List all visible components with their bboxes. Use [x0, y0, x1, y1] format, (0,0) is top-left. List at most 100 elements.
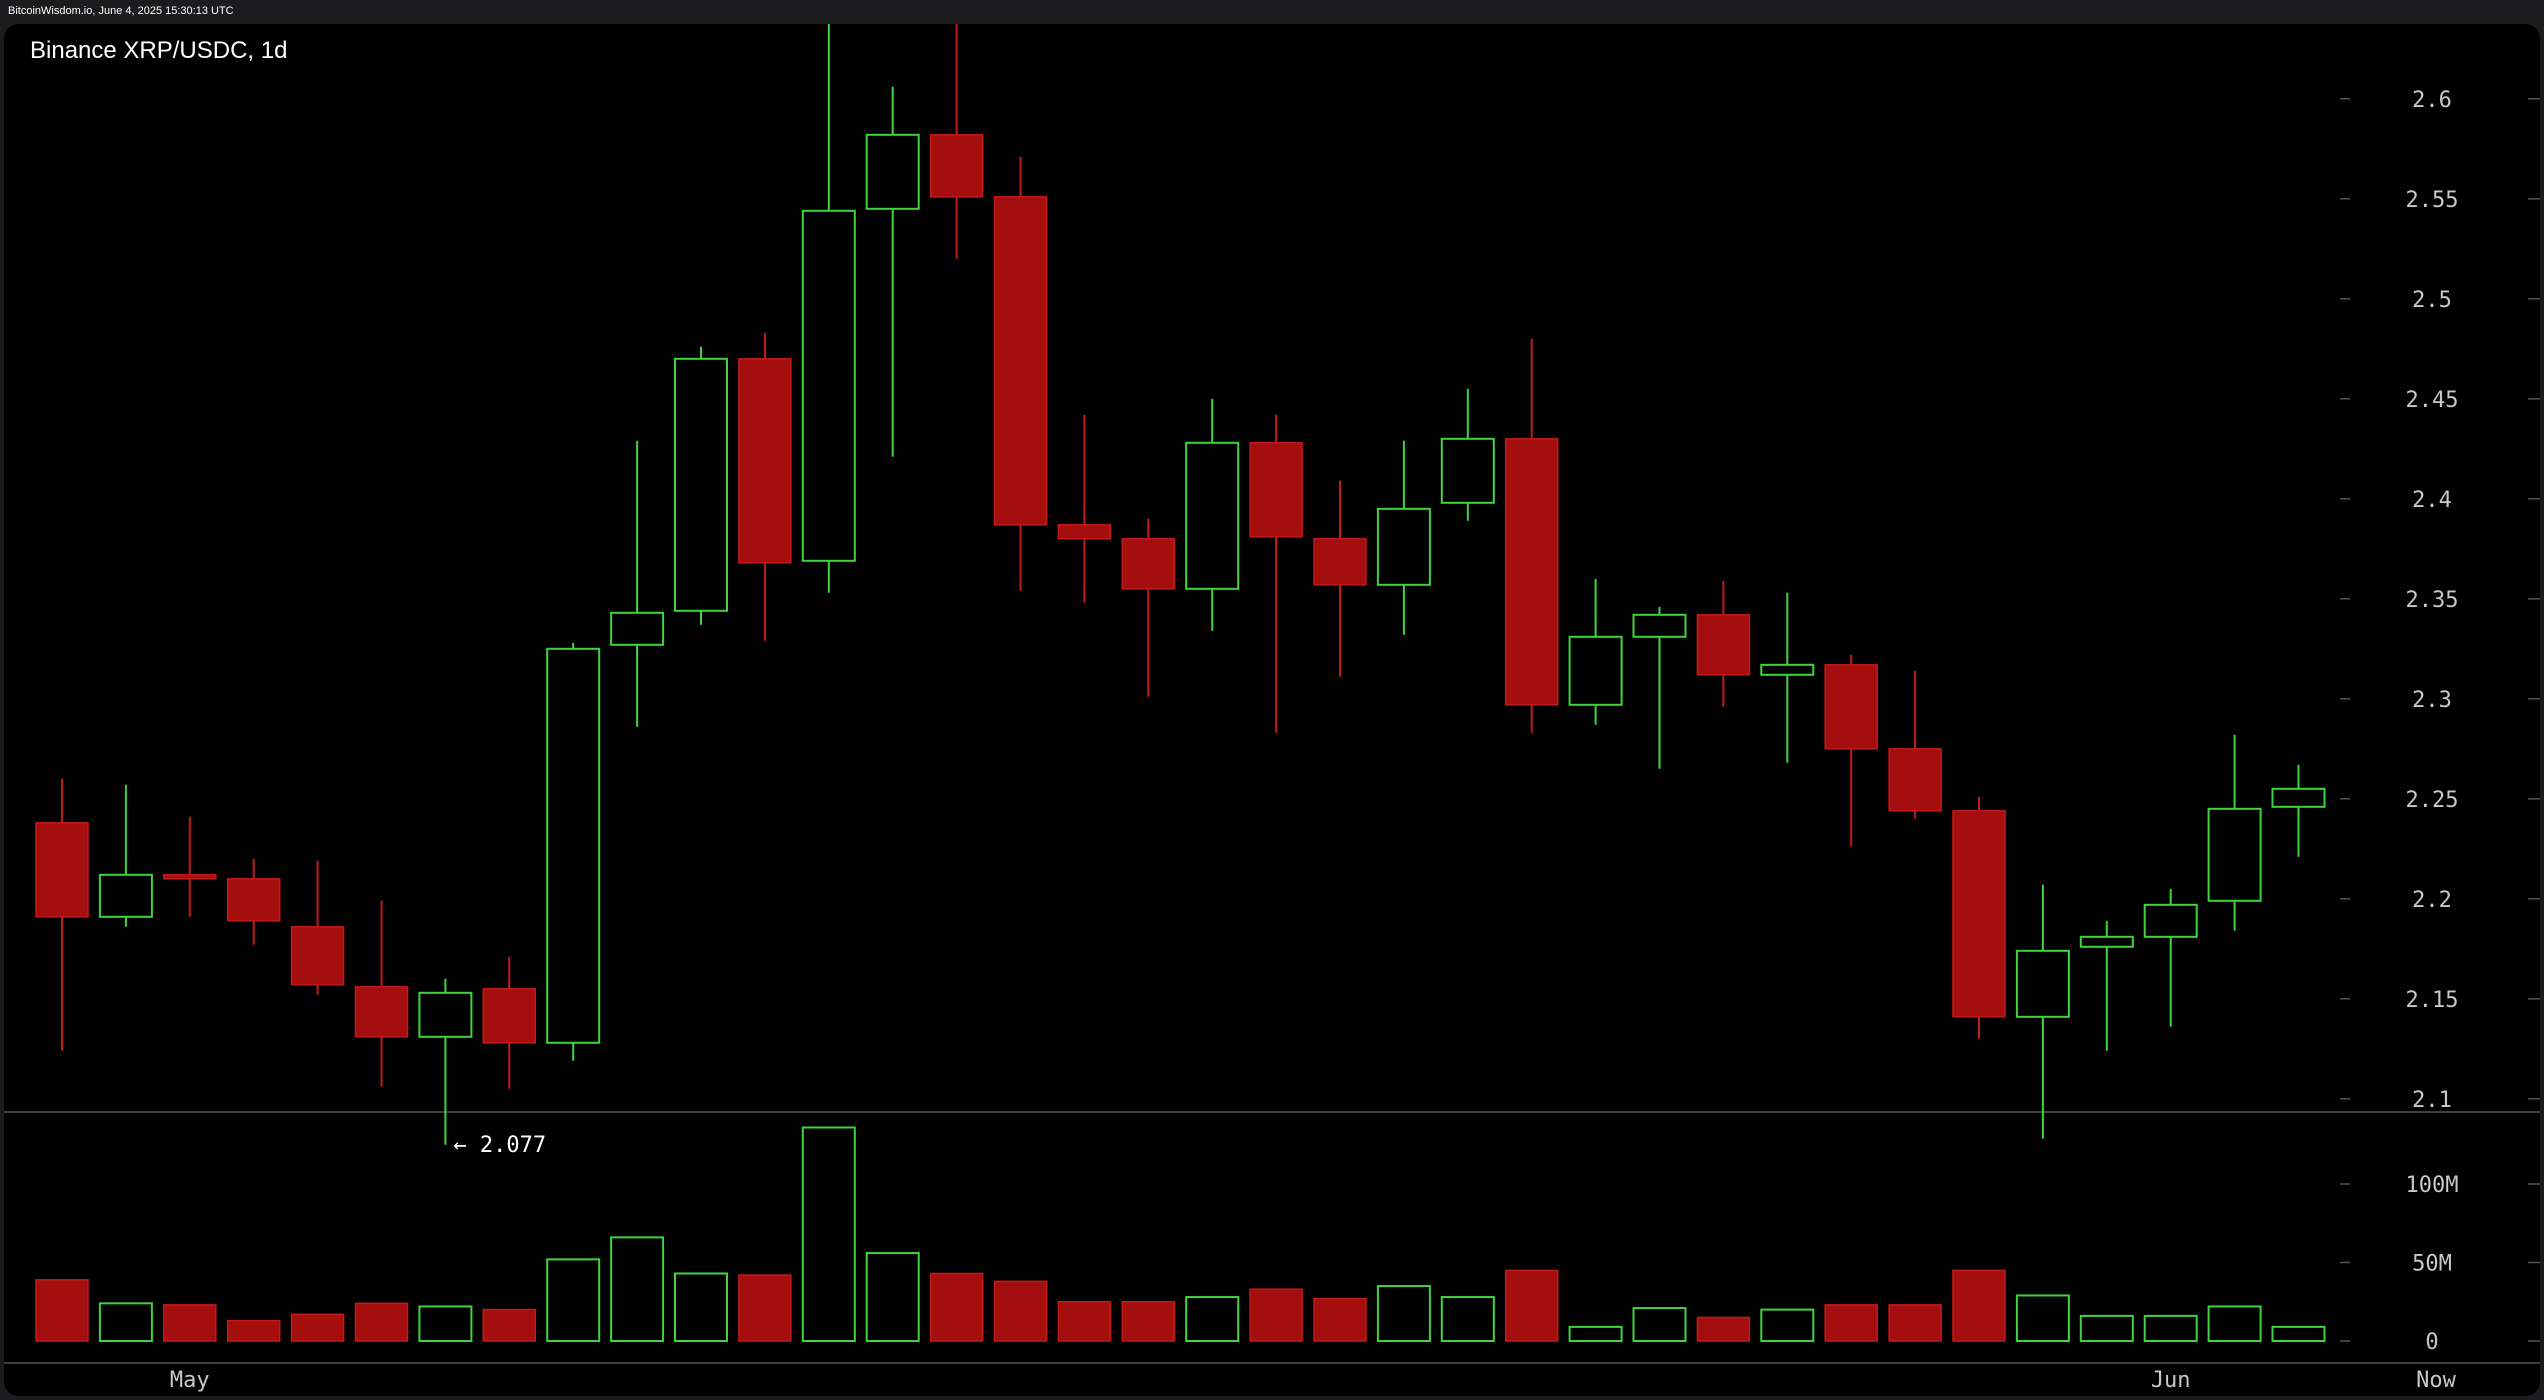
candle[interactable] — [1440, 388, 1495, 521]
candle[interactable] — [1696, 580, 1751, 707]
candle-body — [2143, 903, 2198, 938]
candle[interactable] — [1760, 592, 1815, 763]
candle-body — [1504, 438, 1559, 706]
volume-bar[interactable] — [865, 1252, 920, 1342]
volume-bar[interactable] — [1568, 1325, 1623, 1342]
volume-bar[interactable] — [1057, 1301, 1112, 1342]
volume-tick-label: 100M — [2406, 1173, 2459, 1198]
candle[interactable] — [674, 346, 728, 625]
volume-bar[interactable] — [1313, 1297, 1367, 1342]
candle-body — [1057, 524, 1112, 540]
candle-body — [1696, 614, 1751, 676]
candle[interactable] — [1824, 654, 1878, 847]
volume-bar[interactable] — [1952, 1269, 2006, 1342]
candle[interactable] — [546, 642, 601, 1061]
candle-body — [1440, 437, 1495, 504]
candle[interactable] — [2271, 764, 2326, 857]
volume-bar[interactable] — [1504, 1269, 1559, 1342]
candle[interactable] — [2207, 734, 2262, 931]
price-tick-label: 2.4 — [2412, 488, 2452, 513]
volume-axis: 0 50M 100M — [2340, 1173, 2540, 1355]
volume-bar[interactable] — [290, 1313, 345, 1342]
candle[interactable] — [1121, 518, 1176, 697]
candle-body — [1632, 613, 1687, 638]
candle[interactable] — [163, 816, 217, 917]
volume-bar[interactable] — [1888, 1304, 1942, 1342]
volume-bar[interactable] — [1760, 1308, 1815, 1342]
candle[interactable] — [610, 440, 665, 727]
candle-body — [1888, 748, 1942, 812]
volume-bar[interactable] — [226, 1319, 281, 1342]
candle-body — [418, 991, 473, 1038]
volume-tick-label: 0 — [2425, 1330, 2438, 1355]
candle-body — [2207, 807, 2262, 902]
volume-bar[interactable] — [2015, 1294, 2070, 1342]
volume-bar[interactable] — [1249, 1288, 1303, 1342]
candle-body — [2015, 949, 2070, 1018]
candle[interactable] — [738, 332, 792, 641]
candle-body — [1121, 538, 1176, 590]
volume-bar[interactable] — [1185, 1296, 1240, 1343]
candle[interactable] — [2079, 920, 2134, 1051]
volume-bar[interactable] — [2079, 1314, 2134, 1343]
candle[interactable] — [1504, 338, 1559, 733]
candle[interactable] — [993, 156, 1048, 591]
candle[interactable] — [1632, 606, 1687, 769]
volume-bar[interactable] — [1376, 1285, 1431, 1343]
volume-bar[interactable] — [2271, 1325, 2326, 1342]
volume-bar[interactable] — [354, 1302, 409, 1342]
candle[interactable] — [418, 978, 473, 1145]
price-tick-label: 2.15 — [2406, 988, 2459, 1013]
candle-body — [674, 357, 728, 612]
candle[interactable] — [1249, 414, 1303, 733]
volume-bar[interactable] — [801, 1126, 856, 1342]
candle[interactable] — [2015, 884, 2070, 1139]
candle[interactable] — [226, 858, 281, 945]
candle[interactable] — [482, 956, 537, 1089]
volume-bar[interactable] — [2143, 1314, 2198, 1343]
candle[interactable] — [98, 784, 153, 927]
candle[interactable] — [1376, 440, 1431, 635]
candle[interactable] — [1952, 796, 2006, 1039]
volume-bar[interactable] — [1440, 1296, 1495, 1343]
volume-bar[interactable] — [1632, 1307, 1687, 1343]
candle-body — [738, 358, 792, 564]
candle-body — [1760, 663, 1815, 676]
volume-bar[interactable] — [35, 1279, 89, 1342]
candle-body — [1568, 635, 1623, 706]
candle[interactable] — [1185, 398, 1240, 631]
volume-bar[interactable] — [2207, 1305, 2262, 1342]
candle[interactable] — [801, 24, 856, 593]
volume-bar[interactable] — [418, 1305, 473, 1342]
candle[interactable] — [35, 778, 89, 1051]
candle[interactable] — [1568, 578, 1623, 725]
volume-bar[interactable] — [738, 1274, 792, 1342]
volume-bar[interactable] — [482, 1308, 537, 1342]
volume-bar[interactable] — [163, 1304, 217, 1342]
candle-body — [993, 196, 1048, 526]
volume-bar[interactable] — [1696, 1316, 1751, 1342]
candle-body — [610, 611, 665, 646]
volume-bar[interactable] — [1121, 1301, 1176, 1342]
volume-bar[interactable] — [98, 1302, 153, 1342]
volume-bar[interactable] — [610, 1236, 665, 1343]
candle[interactable] — [865, 86, 920, 457]
candle[interactable] — [929, 24, 984, 259]
time-axis-label: Now — [2416, 1368, 2456, 1393]
candle[interactable] — [1313, 480, 1367, 677]
candlestick-chart[interactable]: 2.12.152.22.252.32.352.42.452.52.552.62.… — [4, 24, 2540, 1396]
candle[interactable] — [1888, 670, 1942, 819]
volume-bar[interactable] — [1824, 1304, 1878, 1342]
panel-separators — [4, 1111, 2540, 1364]
candle-body — [929, 134, 984, 198]
volume-bar[interactable] — [674, 1272, 728, 1342]
volume-bar[interactable] — [993, 1280, 1048, 1342]
volume-bar[interactable] — [929, 1272, 984, 1342]
volume-bar[interactable] — [546, 1258, 601, 1342]
candle-body — [865, 133, 920, 210]
candle[interactable] — [2143, 888, 2198, 1027]
candle[interactable] — [290, 860, 345, 995]
candle[interactable] — [1057, 414, 1112, 603]
candle[interactable] — [354, 900, 409, 1087]
price-tick-label: 2.5 — [2412, 288, 2452, 313]
